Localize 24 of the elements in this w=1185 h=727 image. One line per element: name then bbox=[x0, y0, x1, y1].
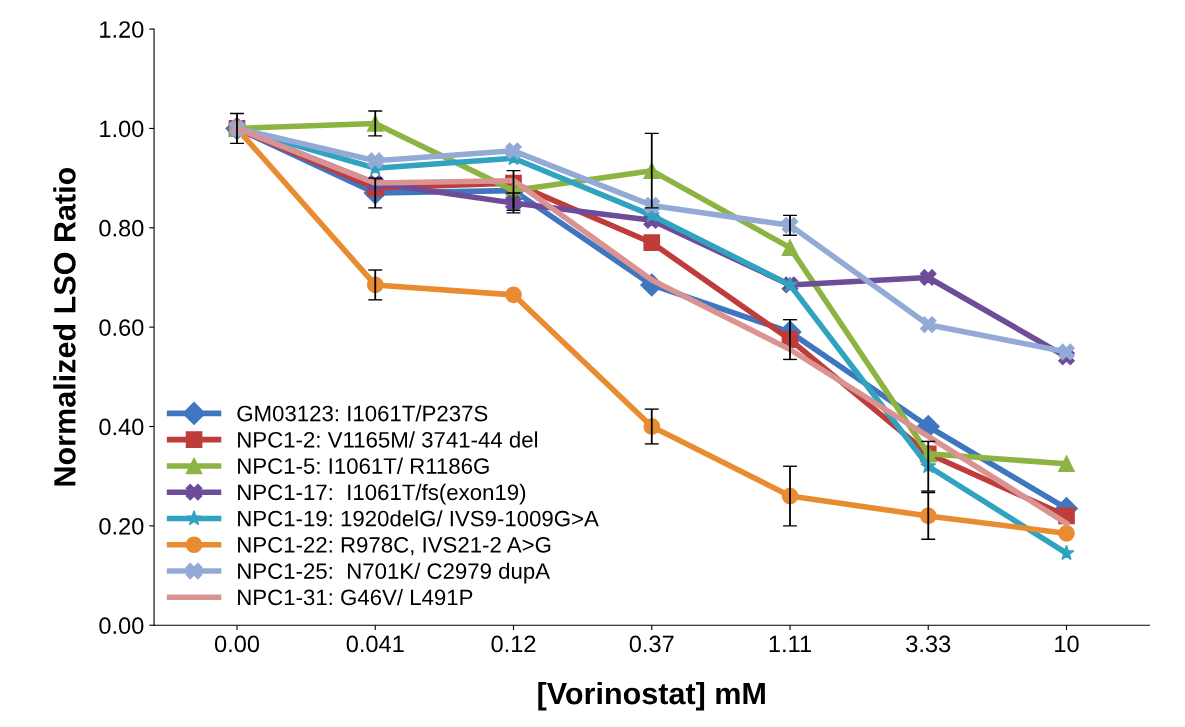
y-tick-label: 1.00 bbox=[100, 120, 144, 138]
x-tick-label: 0.041 bbox=[346, 635, 404, 653]
y-axis-title: Normalized LSO Ratio bbox=[53, 167, 76, 486]
x-tick-label: 0.37 bbox=[629, 635, 674, 653]
legend-label: NPC1-5: I1061T/ R1186G bbox=[238, 457, 489, 474]
legend-label: GM03123: I1061T/P237S bbox=[237, 405, 488, 422]
x-tick-label: 1.11 bbox=[769, 635, 811, 653]
y-tick-label: 0.00 bbox=[99, 617, 144, 635]
legend-label: NPC1-31: G46V/ L491P bbox=[238, 588, 473, 606]
legend-label: NPC1-22: R978C, IVS21-2 A>G bbox=[238, 536, 551, 556]
y-tick-label: 0.60 bbox=[99, 319, 144, 336]
legend-label: NPC1-19: 1920delG/ IVS9-1009G>A bbox=[238, 510, 599, 527]
x-tick-label: 10 bbox=[1055, 635, 1079, 653]
legend-label: NPC1-2: V1165M/ 3741-44 del bbox=[238, 431, 538, 448]
x-tick-label: 3.33 bbox=[906, 635, 951, 653]
y-tick-label: 0.20 bbox=[99, 517, 144, 535]
y-tick-label: 0.40 bbox=[99, 418, 144, 436]
y-tick-label: 0.80 bbox=[99, 219, 144, 237]
x-axis-title: [Vorinostat] mM bbox=[538, 681, 765, 711]
x-tick-label: 0.12 bbox=[491, 635, 536, 653]
legend-label: NPC1-17: I1061T/fs(exon19) bbox=[238, 483, 526, 505]
legend-label: NPC1-25: N701K/ C2979 dupA bbox=[238, 562, 550, 584]
y-tick-label: 1.20 bbox=[100, 21, 144, 38]
x-tick-label: 0.00 bbox=[214, 635, 260, 653]
